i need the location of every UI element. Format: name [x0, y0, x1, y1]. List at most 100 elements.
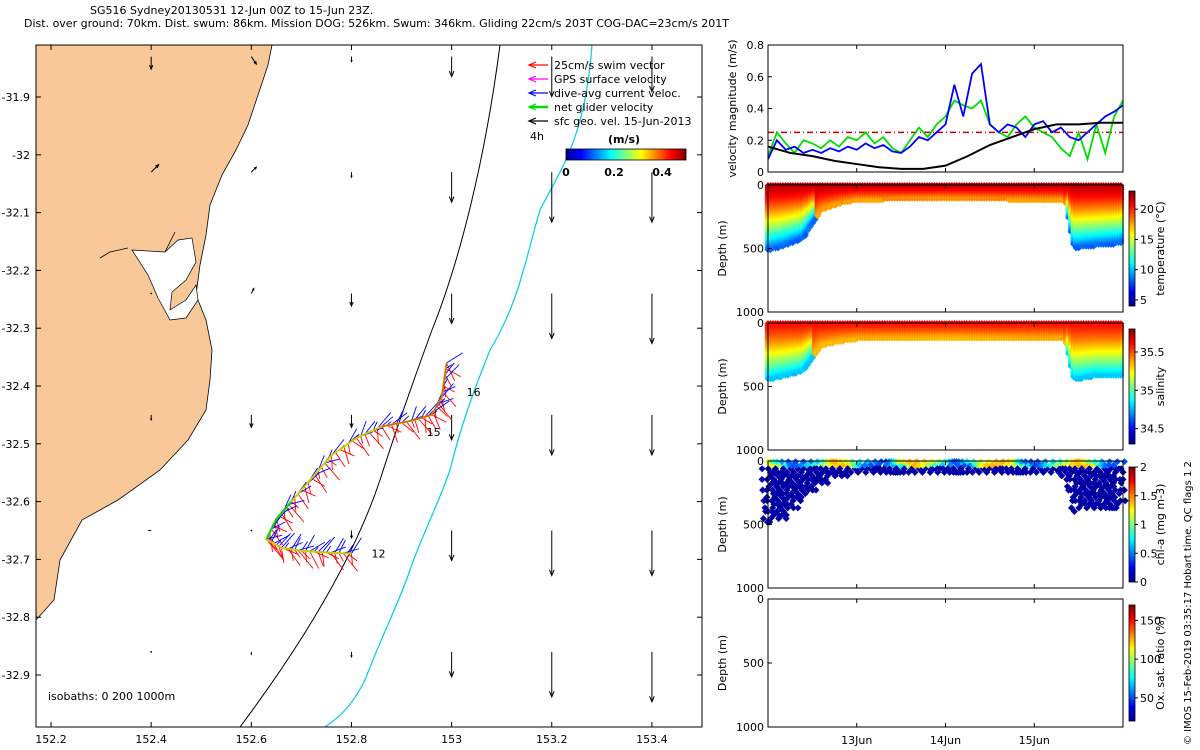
velocity-y-tick-label: 0: [757, 166, 764, 179]
geo-vector-head: [350, 175, 353, 179]
waypoint-label: 12: [372, 548, 386, 561]
swim-vector: [291, 501, 300, 509]
geo-vector-head: [649, 569, 655, 577]
swim-vector: [321, 466, 328, 479]
swim-vector: [432, 411, 441, 431]
map-x-tick-label: 152.6: [236, 733, 268, 746]
swim-vector: [427, 415, 436, 429]
swim-vector: [327, 458, 337, 466]
swim-vector: [417, 418, 433, 435]
waypoint-label: 16: [467, 386, 481, 399]
geo-vector-head: [649, 696, 655, 704]
swim-vector: [351, 553, 353, 566]
geo-vector-head: [150, 418, 153, 422]
current-vector: [446, 352, 463, 364]
salinity-colorbar-tick-label: 35: [1140, 384, 1154, 397]
swim-vector: [270, 528, 284, 546]
salinity-colorbar-tick-label: 35.5: [1140, 346, 1165, 359]
legend-swatch-head: [527, 103, 537, 111]
net-velocity-segment: [265, 500, 293, 540]
geo-vector-head: [448, 554, 455, 562]
velocity-series-line: [767, 121, 1123, 170]
swim-vector: [360, 435, 364, 444]
velocity-y-tick-label: 0.4: [747, 103, 765, 116]
current-vector: [377, 412, 392, 429]
geo-vector-head: [548, 569, 555, 577]
swim-vector: [381, 426, 391, 441]
legend-swatch-head: [527, 75, 537, 83]
geo-vector-head: [448, 70, 455, 78]
current-vector: [281, 505, 298, 514]
temperature-colorbar-label: temperature (°C): [1154, 201, 1167, 295]
swim-vector: [324, 462, 340, 481]
velocity-series-line: [767, 99, 1124, 163]
geo-vector: [150, 650, 153, 653]
map-y-tick-label: -32.7: [2, 553, 30, 566]
map-y-tick-label: -32.6: [2, 496, 30, 509]
geo-vector-head: [147, 529, 150, 532]
geo-vector: [150, 292, 153, 295]
track-line-segment: [381, 362, 448, 428]
geo-velocity-vectors: [147, 56, 655, 704]
glider-track: [265, 352, 463, 572]
salinity-y-tick-label: 0: [757, 317, 764, 330]
current-vector: [317, 539, 331, 553]
swim-vector: [431, 414, 447, 423]
swim-vector: [352, 440, 366, 450]
current-vector: [273, 534, 290, 544]
swim-vector: [343, 446, 350, 465]
map-x-tick-label: 152.4: [135, 733, 167, 746]
geo-vector-head: [350, 59, 353, 63]
geo-vector-head: [253, 60, 258, 66]
current-vector: [284, 542, 290, 549]
salinity-ylabel: Depth (m): [716, 358, 729, 414]
current-vector: [347, 428, 358, 445]
geo-vector: [150, 164, 160, 173]
map-y-tick-label: -32.9: [2, 669, 30, 682]
geo-vector-head: [253, 166, 258, 170]
swim-vector: [437, 403, 453, 422]
temperature-colorbar-tick-label: 5: [1140, 294, 1147, 307]
colorbar-unit: (m/s): [608, 133, 640, 146]
temperature-colorbar-tick-label: 15: [1140, 233, 1154, 246]
current-vector: [287, 541, 303, 550]
geo-vector-head: [548, 216, 555, 224]
swim-vector: [386, 425, 402, 433]
current-vector: [276, 540, 282, 546]
estuary: [131, 237, 199, 321]
current-vector: [372, 421, 378, 431]
velocity-ylabel: velocity magnitude (m/s): [726, 39, 739, 177]
swim-vector: [311, 478, 325, 487]
map-x-tick-label: 153.2: [536, 733, 568, 746]
map-y-tick-label: -32.3: [2, 322, 30, 335]
swim-vector: [309, 551, 320, 569]
swim-vector: [372, 429, 383, 437]
map-y-tick-label: -32: [12, 149, 30, 162]
swim-vector: [321, 552, 325, 567]
geo-vector-head: [448, 317, 455, 325]
swim-vector: [305, 550, 308, 563]
current-vector: [291, 533, 302, 550]
map-x-tick-label: 152.2: [35, 733, 67, 746]
geo-vector-head: [649, 85, 655, 93]
current-vector: [441, 383, 454, 398]
current-vector: [391, 412, 408, 425]
map-y-tick-label: -32.4: [2, 380, 30, 393]
swim-vector: [401, 422, 414, 433]
legend-entry: sfc geo. vel. 15-Jun-2013: [554, 115, 691, 128]
current-vector: [288, 500, 305, 505]
legend-entry: dive-avg current veloc.: [554, 87, 681, 100]
geo-vector-head: [649, 337, 655, 345]
isobath-1000m: [324, 44, 593, 728]
current-vector: [351, 537, 362, 554]
swim-vector: [334, 552, 338, 564]
swim-vector: [267, 535, 275, 544]
geo-vector-head: [249, 423, 254, 429]
swim-vector: [297, 493, 309, 510]
swim-vector: [278, 546, 284, 561]
legend-entry: net glider velocity: [554, 101, 654, 114]
current-vector: [324, 458, 340, 464]
waypoint-label: 15: [427, 426, 441, 439]
swim-vector: [297, 549, 314, 569]
